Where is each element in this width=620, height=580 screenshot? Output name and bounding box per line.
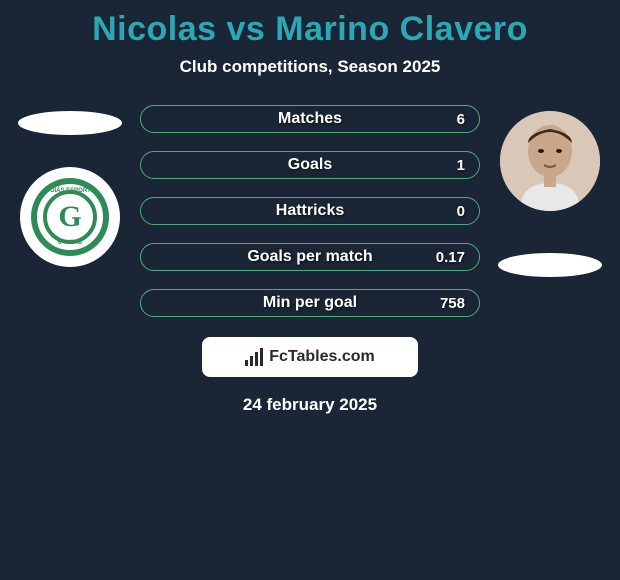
- source-logo-box: FcTables.com: [202, 337, 418, 377]
- report-date: 24 february 2025: [0, 395, 620, 415]
- source-logo-text: FcTables.com: [269, 348, 375, 366]
- stat-label: Matches: [278, 110, 342, 128]
- stat-right-value: 0.17: [436, 249, 465, 266]
- main-row: GOIÁS ESPORTE G 6·4·1943 Matches 6 Goals…: [0, 105, 620, 317]
- stat-label: Hattricks: [276, 202, 344, 220]
- page-title: Nicolas vs Marino Clavero: [0, 10, 620, 49]
- crest-top-text: GOIÁS ESPORTE: [45, 188, 95, 194]
- stat-label: Min per goal: [263, 294, 357, 312]
- stat-right-value: 0: [457, 203, 465, 220]
- right-placeholder-ellipse: [498, 253, 602, 277]
- stat-right-value: 1: [457, 157, 465, 174]
- stat-row-goals-per-match: Goals per match 0.17: [140, 243, 480, 271]
- source-logo: FcTables.com: [245, 348, 375, 366]
- stat-right-value: 6: [457, 111, 465, 128]
- right-player-photo: [500, 111, 600, 211]
- crest-letter: G: [58, 200, 81, 234]
- stat-label: Goals per match: [247, 248, 372, 266]
- comparison-card: Nicolas vs Marino Clavero Club competiti…: [0, 0, 620, 415]
- left-club-badge: GOIÁS ESPORTE G 6·4·1943: [20, 167, 120, 267]
- player-silhouette-icon: [500, 111, 600, 211]
- stat-right-value: 758: [440, 295, 465, 312]
- left-column: GOIÁS ESPORTE G 6·4·1943: [10, 105, 130, 267]
- stat-row-hattricks: Hattricks 0: [140, 197, 480, 225]
- stat-row-matches: Matches 6: [140, 105, 480, 133]
- page-subtitle: Club competitions, Season 2025: [0, 57, 620, 77]
- stat-label: Goals: [288, 156, 332, 174]
- left-placeholder-ellipse: [18, 111, 122, 135]
- right-column: [490, 105, 610, 277]
- crest-bottom-text: 6·4·1943: [58, 240, 82, 246]
- stat-row-goals: Goals 1: [140, 151, 480, 179]
- club-crest-icon: GOIÁS ESPORTE G 6·4·1943: [31, 178, 109, 256]
- stat-row-min-per-goal: Min per goal 758: [140, 289, 480, 317]
- bar-chart-icon: [245, 348, 263, 366]
- crest-inner-ring: G: [43, 190, 97, 244]
- stats-column: Matches 6 Goals 1 Hattricks 0 Goals per …: [140, 105, 480, 317]
